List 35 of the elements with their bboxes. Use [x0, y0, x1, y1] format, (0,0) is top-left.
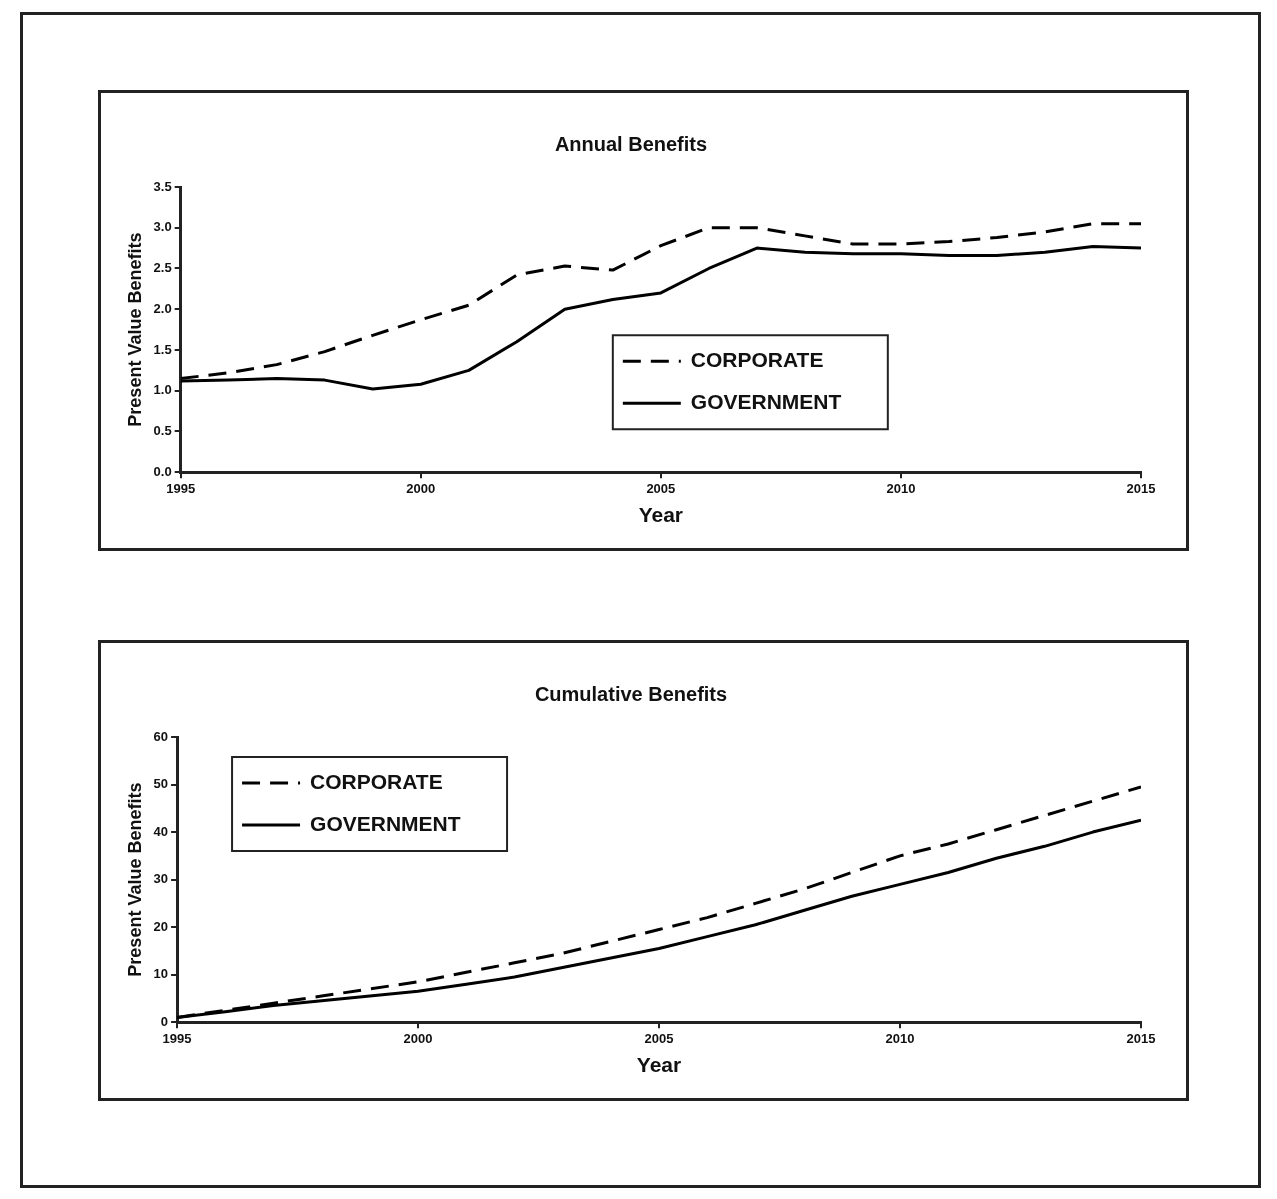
- y-tick-label: 0.5: [153, 423, 172, 439]
- x-tick-label: 2015: [1126, 1030, 1156, 1046]
- legend-label: GOVERNMENT: [690, 390, 842, 414]
- y-tick-label: 0.0: [153, 463, 172, 479]
- y-tick-label: 20: [153, 918, 169, 934]
- legend-label: GOVERNMENT: [310, 811, 461, 835]
- y-tick-label: 3.0: [153, 219, 172, 235]
- y-axis-title: Present Value Benefits: [124, 782, 145, 977]
- x-axis-title: Year: [636, 1053, 682, 1077]
- y-tick-label: 40: [153, 823, 169, 839]
- y-tick-label: 2.0: [153, 300, 172, 316]
- x-axis-title: Year: [638, 503, 684, 527]
- x-tick-label: 2005: [644, 1030, 674, 1046]
- y-tick-label: 1.5: [153, 341, 172, 357]
- y-tick-label: 30: [153, 871, 169, 887]
- x-tick-label: 2015: [1126, 480, 1156, 496]
- y-tick-label: 0: [160, 1013, 169, 1029]
- chart-title: Cumulative Benefits: [534, 682, 728, 705]
- y-tick-label: 1.0: [153, 382, 172, 398]
- x-tick-label: 2010: [886, 480, 916, 496]
- legend-label: CORPORATE: [310, 769, 443, 793]
- x-tick-label: 2000: [406, 480, 436, 496]
- y-tick-label: 2.5: [153, 260, 172, 276]
- x-tick-label: 1995: [162, 1030, 192, 1046]
- x-tick-label: 1995: [166, 480, 196, 496]
- x-tick-label: 2000: [403, 1030, 433, 1046]
- y-tick-label: 3.5: [153, 178, 172, 194]
- x-tick-label: 2005: [646, 480, 676, 496]
- legend-label: CORPORATE: [690, 348, 824, 372]
- y-tick-label: 10: [153, 966, 169, 982]
- y-tick-label: 60: [153, 728, 169, 744]
- chart-title: Annual Benefits: [554, 132, 708, 155]
- x-tick-label: 2010: [885, 1030, 915, 1046]
- y-axis-title: Present Value Benefits: [124, 232, 145, 427]
- y-tick-label: 50: [153, 776, 169, 792]
